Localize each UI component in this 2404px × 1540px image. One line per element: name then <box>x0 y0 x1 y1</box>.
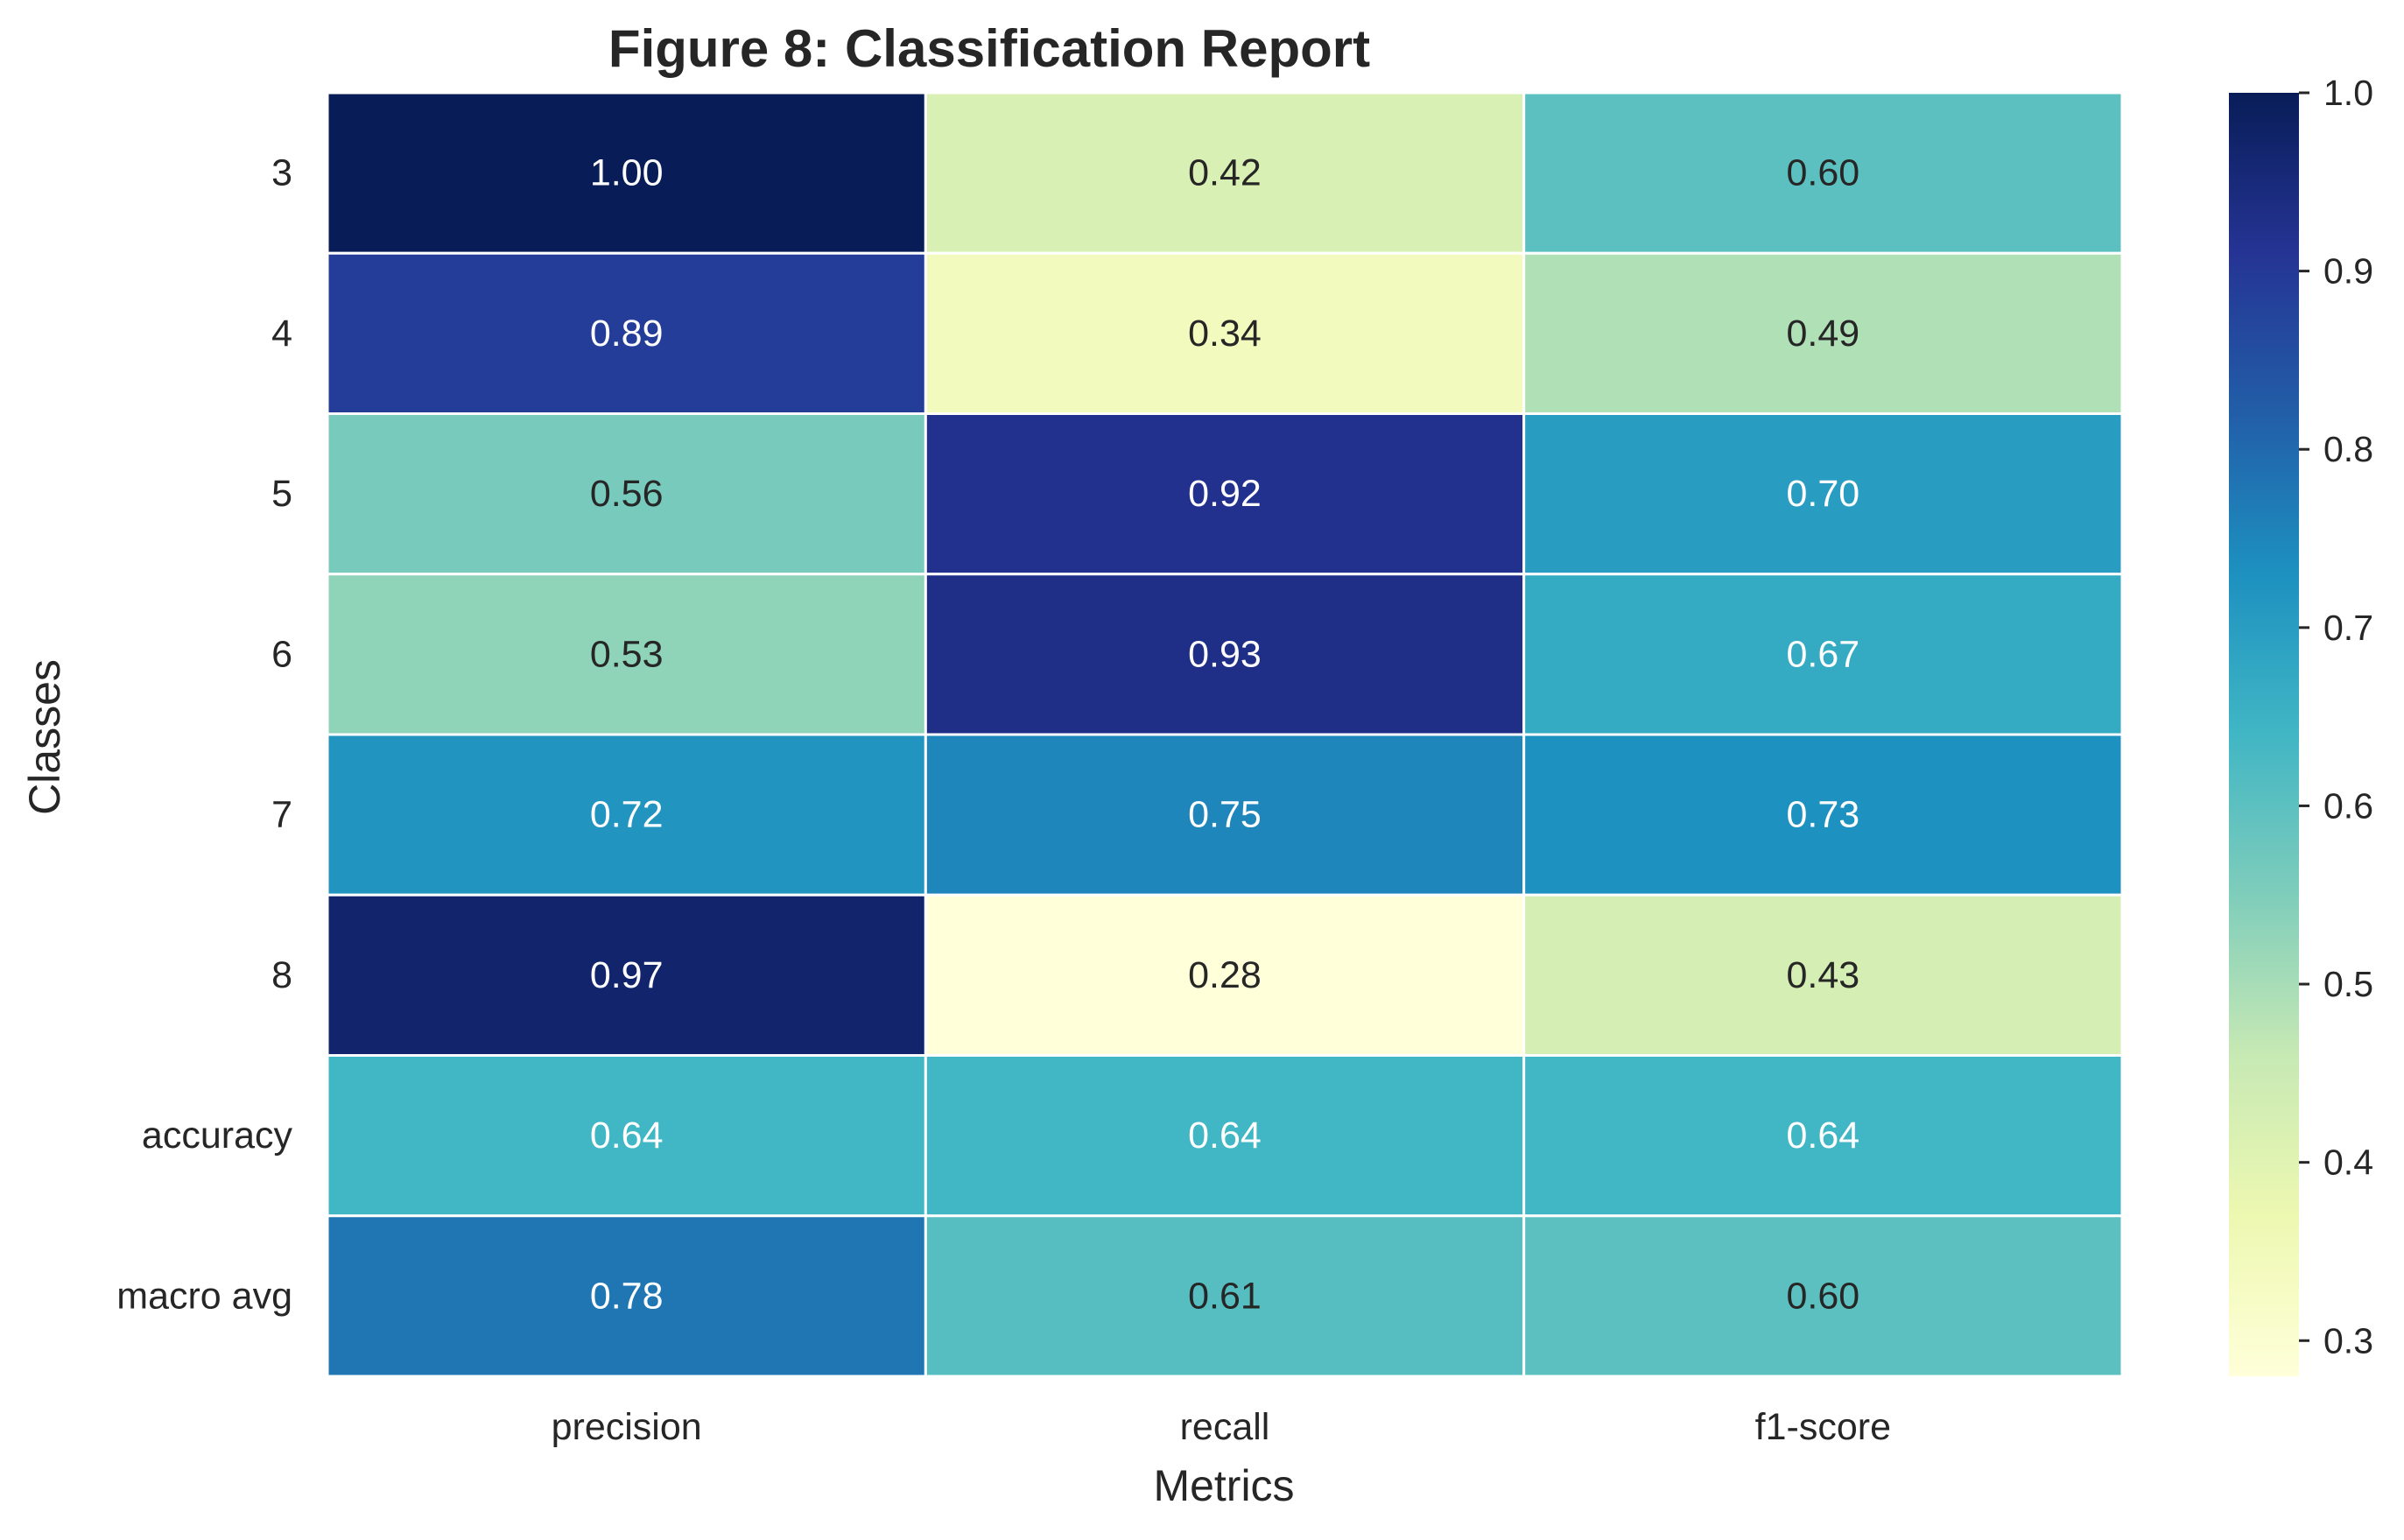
heatmap-cell <box>924 91 1526 255</box>
y-axis-label: Classes <box>20 659 69 815</box>
x-tick-label: precision <box>552 1406 702 1448</box>
y-tick-label: 5 <box>271 473 292 515</box>
x-tick-label: recall <box>1180 1406 1270 1448</box>
heatmap-cell <box>326 91 927 255</box>
y-tick-label: macro avg <box>116 1275 292 1317</box>
y-tick-label: 8 <box>271 954 292 996</box>
heatmap-cell <box>326 893 927 1057</box>
heatmap-cells <box>326 91 2124 1378</box>
heatmap-value-label: 0.53 <box>590 633 664 675</box>
colorbar-tick-label: 0.9 <box>2323 251 2373 292</box>
y-tick-label: 6 <box>271 633 292 675</box>
y-tick-label: accuracy <box>142 1115 293 1157</box>
heatmap-value-label: 0.61 <box>1188 1275 1262 1317</box>
heatmap-value-label: 0.89 <box>590 313 664 355</box>
y-tick-labels: 3 4 5 6 7 8 accuracy macro avg <box>116 152 292 1318</box>
heatmap-value-label: 0.49 <box>1786 313 1859 355</box>
heatmap-cell <box>1522 1214 2124 1378</box>
heatmap-cell <box>1522 251 2124 415</box>
y-tick-label: 7 <box>271 794 292 836</box>
heatmap-value-label: 0.70 <box>1786 473 1859 515</box>
colorbar-tick-label: 0.5 <box>2323 964 2373 1004</box>
heatmap-value-label: 0.72 <box>590 794 664 836</box>
heatmap-cell <box>924 893 1526 1057</box>
colorbar: 0.3 0.4 0.5 0.6 0.7 0.8 0.9 1.0 <box>2229 73 2373 1376</box>
heatmap-value-label: 0.28 <box>1188 954 1262 996</box>
colorbar-tick-label: 0.8 <box>2323 429 2373 469</box>
heatmap-value-label: 0.75 <box>1188 794 1262 836</box>
heatmap-value-label: 0.56 <box>590 473 664 515</box>
colorbar-ticks: 0.3 0.4 0.5 0.6 0.7 0.8 0.9 1.0 <box>2299 73 2373 1361</box>
x-tick-label: f1-score <box>1755 1406 1891 1448</box>
heatmap-value-label: 0.64 <box>1786 1115 1859 1157</box>
heatmap-value-label: 1.00 <box>590 152 664 194</box>
heatmap-value-label: 0.64 <box>590 1115 664 1157</box>
colorbar-tick-label: 0.7 <box>2323 608 2373 648</box>
colorbar-gradient <box>2229 93 2299 1376</box>
colorbar-tick-label: 1.0 <box>2323 73 2373 113</box>
heatmap-cell <box>924 412 1526 576</box>
heatmap-cell <box>1522 893 2124 1057</box>
heatmap-value-label: 0.60 <box>1786 1275 1859 1317</box>
heatmap-cell <box>326 251 927 415</box>
heatmap-value-label: 0.92 <box>1188 473 1262 515</box>
x-axis-label: Metrics <box>1153 1461 1294 1510</box>
heatmap-cell <box>326 1214 927 1378</box>
colorbar-tick-label: 0.3 <box>2323 1320 2373 1361</box>
heatmap-value-label: 0.34 <box>1188 313 1262 355</box>
heatmap-cell <box>326 1054 927 1218</box>
heatmap-value-labels: 1.00 0.42 0.60 0.89 0.34 0.49 0.56 0.92 0.70 0.53… <box>590 152 1859 1318</box>
heatmap-cell <box>924 251 1526 415</box>
heatmap-value-label: 0.93 <box>1188 633 1262 675</box>
heatmap-cell <box>326 733 927 897</box>
y-tick-label: 3 <box>271 152 292 194</box>
heatmap-value-label: 0.64 <box>1188 1115 1262 1157</box>
heatmap-value-label: 0.73 <box>1786 794 1859 836</box>
colorbar-tick-label: 0.6 <box>2323 785 2373 826</box>
y-tick-label: 4 <box>271 313 292 355</box>
heatmap-value-label: 0.67 <box>1786 633 1859 675</box>
heatmap-cell <box>1522 733 2124 897</box>
heatmap-cell <box>924 733 1526 897</box>
heatmap-cell <box>1522 91 2124 255</box>
heatmap-value-label: 0.43 <box>1786 954 1859 996</box>
heatmap-cell <box>924 1214 1526 1378</box>
heatmap-cell <box>924 1054 1526 1218</box>
chart-title: Figure 8: Classification Report <box>608 19 1370 78</box>
colorbar-tick-label: 0.4 <box>2323 1143 2373 1183</box>
heatmap-cell <box>1522 1054 2124 1218</box>
heatmap-value-label: 0.97 <box>590 954 664 996</box>
heatmap-value-label: 0.42 <box>1188 152 1262 194</box>
heatmap-cell <box>326 573 927 736</box>
x-tick-labels: precision recall f1-score <box>552 1406 1891 1448</box>
heatmap-value-label: 0.78 <box>590 1275 664 1317</box>
heatmap-value-label: 0.60 <box>1786 152 1859 194</box>
heatmap-cell <box>1522 573 2124 736</box>
